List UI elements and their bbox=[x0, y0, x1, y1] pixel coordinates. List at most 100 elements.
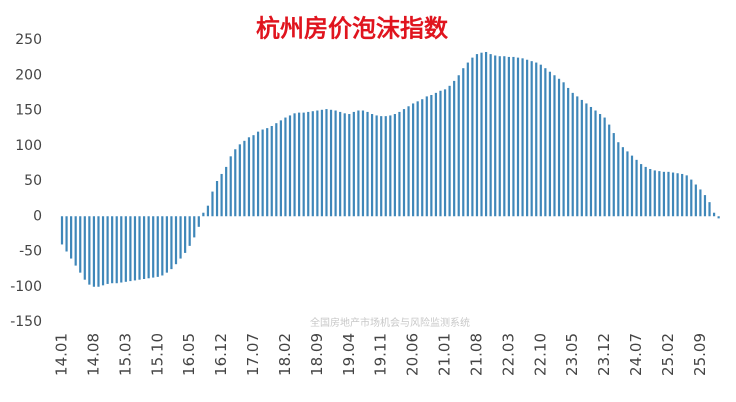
bar bbox=[261, 129, 264, 217]
bar bbox=[184, 216, 187, 253]
x-tick-label: 14.08 bbox=[84, 333, 102, 376]
bar bbox=[389, 115, 392, 217]
bar bbox=[79, 216, 82, 273]
x-tick-label: 22.10 bbox=[531, 333, 549, 376]
bar bbox=[589, 106, 593, 217]
bar bbox=[398, 111, 401, 217]
y-tick-label: -50 bbox=[19, 244, 42, 260]
bar bbox=[457, 75, 460, 217]
bar bbox=[576, 96, 579, 217]
x-tick-label: 16.05 bbox=[180, 333, 198, 376]
bar bbox=[562, 82, 565, 217]
bar bbox=[557, 78, 561, 217]
bar bbox=[617, 142, 620, 217]
bar bbox=[448, 85, 451, 217]
y-tick-label: 250 bbox=[15, 32, 42, 48]
y-tick-label: 150 bbox=[15, 103, 42, 119]
bar bbox=[170, 216, 173, 270]
bar bbox=[165, 216, 168, 273]
bar bbox=[65, 216, 68, 252]
bar bbox=[594, 110, 597, 217]
bar bbox=[658, 171, 661, 217]
bar bbox=[348, 114, 351, 217]
bar bbox=[676, 173, 679, 217]
bar bbox=[174, 216, 178, 265]
bar bbox=[662, 171, 666, 217]
y-tick-label: 200 bbox=[15, 67, 42, 83]
bar bbox=[106, 216, 109, 284]
bar bbox=[357, 110, 360, 217]
bar bbox=[503, 56, 506, 217]
bar bbox=[462, 68, 465, 217]
bar bbox=[626, 151, 629, 217]
bar bbox=[256, 131, 260, 217]
bar bbox=[466, 62, 469, 217]
chart-title: 杭州房价泡沫指数 bbox=[256, 14, 449, 43]
x-tick-label: 15.03 bbox=[116, 333, 134, 376]
bar bbox=[407, 106, 410, 217]
bar bbox=[133, 216, 137, 281]
bar bbox=[530, 61, 533, 217]
bar bbox=[494, 55, 497, 217]
bar bbox=[92, 216, 96, 287]
y-tick-label: 0 bbox=[33, 208, 42, 224]
bar bbox=[234, 149, 237, 217]
bar bbox=[421, 99, 424, 217]
bar bbox=[147, 216, 150, 279]
bar bbox=[480, 52, 483, 217]
bar bbox=[225, 166, 228, 217]
bar bbox=[339, 111, 342, 217]
bar bbox=[197, 216, 200, 227]
bar bbox=[129, 216, 132, 282]
bar bbox=[266, 128, 269, 217]
bar bbox=[512, 56, 515, 217]
bar bbox=[621, 147, 624, 217]
bar bbox=[361, 110, 365, 217]
bar bbox=[694, 184, 697, 217]
x-tick-label: 15.10 bbox=[148, 333, 166, 376]
bar bbox=[293, 113, 296, 217]
bar bbox=[412, 103, 415, 217]
bar bbox=[681, 173, 684, 217]
bar bbox=[553, 75, 556, 217]
bar bbox=[708, 202, 711, 217]
bar bbox=[215, 181, 219, 217]
bar bbox=[275, 123, 278, 217]
bar bbox=[288, 115, 292, 217]
x-tick-label: 17.07 bbox=[244, 333, 262, 376]
bar bbox=[717, 216, 720, 219]
bar bbox=[279, 120, 282, 217]
bar bbox=[489, 54, 492, 217]
bar bbox=[699, 189, 702, 217]
x-tick-label: 14.01 bbox=[53, 333, 71, 376]
bar bbox=[667, 171, 670, 217]
bar bbox=[329, 109, 333, 217]
bar bbox=[475, 54, 479, 217]
bar bbox=[161, 216, 164, 276]
bar bbox=[443, 89, 447, 217]
y-tick-label: -100 bbox=[10, 279, 42, 295]
bar bbox=[703, 195, 707, 217]
bar bbox=[115, 216, 118, 284]
bar bbox=[671, 172, 675, 217]
bar bbox=[685, 175, 688, 217]
bar bbox=[507, 56, 510, 217]
x-tick-label: 20.06 bbox=[404, 333, 422, 376]
bar bbox=[229, 156, 232, 217]
x-tick-label: 19.11 bbox=[372, 333, 390, 376]
bar bbox=[690, 179, 693, 217]
bar bbox=[548, 71, 552, 217]
x-tick-label: 21.08 bbox=[467, 333, 485, 376]
bar bbox=[138, 216, 141, 280]
bar bbox=[124, 216, 127, 282]
bar bbox=[311, 111, 314, 217]
bar bbox=[142, 216, 146, 279]
x-tick-label: 25.09 bbox=[691, 333, 709, 376]
bar bbox=[653, 170, 656, 217]
x-tick-label: 18.02 bbox=[276, 333, 294, 376]
bar bbox=[380, 116, 383, 217]
bar bbox=[302, 112, 305, 217]
bar bbox=[384, 116, 387, 217]
bar bbox=[585, 103, 588, 217]
bar bbox=[111, 216, 114, 284]
